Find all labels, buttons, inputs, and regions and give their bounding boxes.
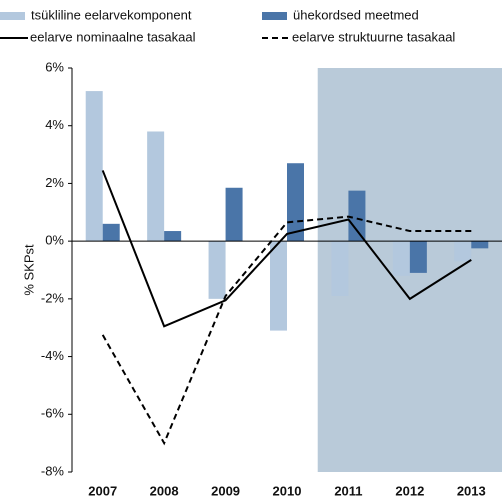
y-axis-label: % SKPst (21, 244, 36, 296)
y-tick-label: -8% (41, 463, 65, 478)
x-tick-label: 2007 (88, 483, 117, 498)
x-tick-label: 2008 (150, 483, 179, 498)
y-tick-label: -2% (41, 290, 65, 305)
legend-label: eelarve struktuurne tasakaal (292, 29, 455, 44)
x-tick-label: 2009 (211, 483, 240, 498)
line (101, 215, 472, 446)
bar (454, 241, 472, 262)
bar (471, 241, 489, 249)
x-tick-label: 2010 (273, 483, 302, 498)
y-tick-label: -6% (41, 406, 65, 421)
y-tick-label: 0% (45, 233, 64, 248)
y-tick-label: 2% (45, 175, 64, 190)
line (101, 170, 472, 328)
y-tick-label: -4% (41, 348, 65, 363)
x-tick-label: 2012 (395, 483, 424, 498)
bar (409, 241, 427, 273)
bar (287, 163, 304, 242)
x-tick-label: 2011 (334, 483, 362, 498)
legend-swatch (262, 12, 287, 20)
bar (147, 131, 165, 242)
bar (164, 231, 182, 242)
bar (102, 223, 120, 242)
bar (270, 241, 287, 331)
bar (225, 187, 243, 242)
bar (85, 91, 103, 242)
y-tick-label: 6% (45, 59, 64, 74)
legend-label: ühekordsed meetmed (293, 7, 419, 22)
x-tick-label: 2013 (457, 483, 486, 498)
legend-swatch (0, 12, 25, 20)
legend-label: eelarve nominaalne tasakaal (30, 29, 196, 44)
bar (348, 190, 366, 242)
legend-label: tsükliline eelarvekomponent (31, 7, 192, 22)
bar (392, 241, 410, 276)
bar (208, 241, 226, 299)
y-tick-label: 4% (45, 117, 64, 132)
bar (331, 241, 349, 296)
